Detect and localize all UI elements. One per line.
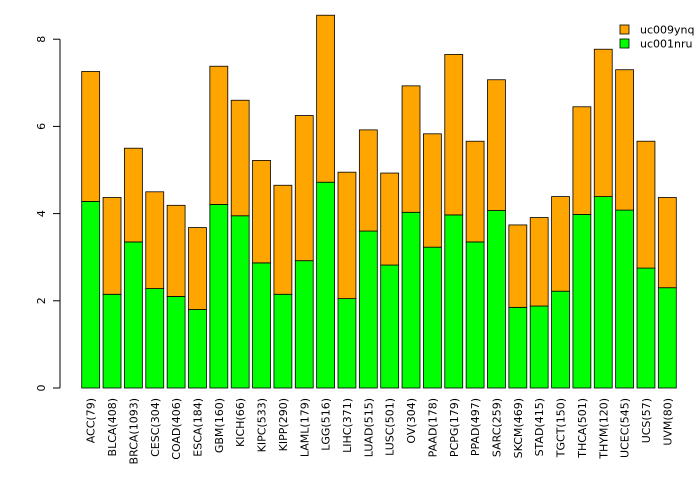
bar-segment-uc001nru [252, 262, 271, 389]
x-tick-label: SARC(259) [490, 398, 503, 457]
x-tick-label: KIPC(533) [256, 398, 269, 452]
x-tick-label: BLCA(408) [106, 398, 119, 456]
x-tick-label: UCS(57) [640, 398, 653, 443]
bar-segment-uc001nru [294, 260, 314, 389]
bar-segment-uc001nru [636, 267, 656, 389]
bar-segment-uc009ynq [572, 106, 592, 215]
bar-segment-uc009ynq [593, 48, 613, 197]
x-tick-label: KIPP(290) [277, 398, 290, 451]
legend-swatch-uc001nru [619, 38, 630, 49]
bar-segment-uc009ynq [615, 69, 634, 211]
bar-segment-uc009ynq [380, 172, 400, 266]
bar-segment-uc009ynq [124, 147, 143, 243]
bar-segment-uc009ynq [487, 79, 506, 211]
bar-segment-uc001nru [508, 306, 528, 389]
x-tick-label: COAD(406) [170, 398, 183, 460]
x-tick-label: LIHC(371) [341, 398, 354, 453]
x-tick-label: PCPG(179) [448, 398, 461, 457]
bar-segment-uc009ynq [230, 99, 250, 217]
y-tick-label: 0 [35, 385, 48, 392]
bar-segment-uc009ynq [508, 224, 528, 308]
x-tick-label: LGG(516) [320, 398, 333, 451]
bar-segment-uc001nru [487, 210, 506, 389]
x-tick-label: PPAD(497) [469, 398, 482, 456]
bars-group [81, 14, 677, 389]
bar-segment-uc001nru [209, 204, 229, 389]
bar-segment-uc001nru [380, 264, 400, 389]
bar-segment-uc001nru [358, 230, 378, 389]
bar-segment-uc009ynq [337, 171, 357, 300]
bar-segment-uc001nru [572, 214, 592, 389]
x-tick-label: KICH(66) [234, 398, 247, 447]
bar-segment-uc009ynq [358, 129, 378, 232]
bar-segment-uc001nru [81, 200, 101, 389]
bar-segment-uc009ynq [273, 184, 293, 295]
y-tick-label: 4 [35, 210, 48, 217]
bar-segment-uc001nru [615, 209, 634, 389]
bar-segment-uc009ynq [316, 14, 335, 183]
bar-segment-uc001nru [593, 196, 613, 389]
bar-segment-uc009ynq [209, 65, 229, 205]
bar-segment-uc009ynq [401, 85, 421, 213]
bar-segment-uc009ynq [252, 160, 271, 264]
bar-segment-uc001nru [529, 305, 549, 389]
bar-segment-uc001nru [188, 309, 207, 389]
x-tick-label: LUAD(515) [362, 398, 375, 457]
bar-segment-uc009ynq [188, 227, 207, 310]
bar-segment-uc001nru [145, 288, 165, 389]
y-tick-label: 6 [35, 123, 48, 130]
bar-segment-uc009ynq [529, 217, 549, 307]
bar-segment-uc001nru [337, 298, 357, 389]
bar-segment-uc001nru [166, 296, 186, 389]
legend-label-uc001nru: uc001nru [640, 38, 692, 51]
x-tick-labels: ACC(79) BLCA(408) BRCA(1093) CESC(304) COAD(… [85, 398, 675, 464]
bar-segment-uc001nru [657, 287, 677, 389]
x-tick-label: ESCA(184) [191, 398, 204, 457]
bar-segment-uc001nru [401, 211, 421, 389]
bar-segment-uc009ynq [102, 197, 122, 295]
bar-segment-uc009ynq [636, 140, 656, 269]
bar-segment-uc001nru [551, 290, 570, 389]
x-tick-label: ACC(79) [85, 398, 98, 443]
x-tick-label: BRCA(1093) [127, 398, 140, 464]
bar-segment-uc001nru [316, 181, 335, 389]
y-tick-label: 2 [35, 297, 48, 304]
bar-segment-uc001nru [230, 215, 250, 389]
x-tick-label: PAAD(178) [426, 398, 439, 457]
bar-segment-uc001nru [444, 214, 464, 389]
bar-segment-uc009ynq [423, 133, 442, 248]
bar-segment-uc001nru [465, 241, 485, 389]
x-tick-label: THYM(120) [597, 398, 610, 460]
bar-segment-uc009ynq [294, 115, 314, 262]
bar-segment-uc009ynq [81, 71, 101, 202]
bar-segment-uc009ynq [166, 204, 186, 297]
x-tick-label: THCA(501) [576, 398, 589, 459]
y-tick-label: 8 [35, 36, 48, 43]
legend-label-uc009ynq: uc009ynq [640, 24, 694, 37]
x-tick-label: UCEC(545) [619, 398, 632, 458]
x-tick-label: GBM(160) [213, 398, 226, 453]
bar-segment-uc001nru [273, 293, 293, 389]
x-tick-label: SKCM(469) [512, 398, 525, 458]
x-tick-label: TGCT(150) [555, 398, 568, 458]
bar-segment-uc001nru [423, 246, 442, 389]
y-axis: 0 2 4 6 8 [35, 36, 61, 392]
bar-segment-uc001nru [124, 241, 143, 389]
x-tick-label: OV(304) [405, 398, 418, 444]
x-tick-label: UVM(80) [661, 398, 674, 446]
bar-segment-uc009ynq [444, 54, 464, 216]
x-tick-label: CESC(304) [149, 398, 162, 457]
bar-segment-uc009ynq [145, 191, 165, 289]
bar-segment-uc009ynq [551, 196, 570, 292]
x-tick-label: LUSC(501) [384, 398, 397, 456]
x-tick-label: LAML(179) [298, 398, 311, 457]
x-tick-label: STAD(415) [533, 398, 546, 456]
bar-segment-uc009ynq [465, 140, 485, 243]
bar-segment-uc001nru [102, 293, 122, 389]
legend-swatch-uc009ynq [619, 24, 630, 35]
bar-segment-uc009ynq [657, 197, 677, 289]
